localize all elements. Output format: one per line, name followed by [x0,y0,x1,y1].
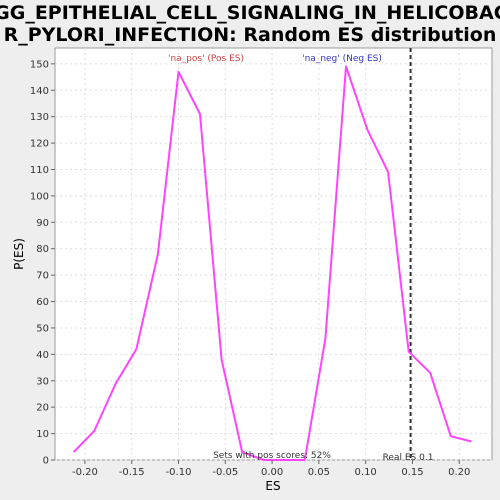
chart-title-line-2: R_PYLORI_INFECTION: Random ES distributi… [4,24,497,46]
x-tick-label: 0.10 [355,467,377,478]
axes: 0 10 20 30 40 50 60 70 80 90 100 110 120 130 140 150 -0.… [30,59,470,478]
sets-pos-scores-label: Sets with pos scores: 52% [213,451,331,461]
pos-es-label: 'na_pos' (Pos ES) [168,54,244,64]
real-es-label: Real ES 0.1 [383,453,434,463]
y-tick-label: 150 [30,59,49,70]
x-tick-label: -0.05 [212,467,238,478]
x-tick-label: 0.20 [448,467,470,478]
x-tick-label: -0.15 [119,467,145,478]
x-tick-label: 0.05 [308,467,330,478]
x-tick-label: -0.10 [166,467,192,478]
x-tick-label: 0.15 [401,467,423,478]
y-tick-label: 80 [36,244,49,255]
x-tick-label: -0.20 [72,467,98,478]
y-tick-label: 20 [36,403,49,414]
chart-title-line-1: KEGG_EPITHELIAL_CELL_SIGNALING_IN_HELICO… [0,2,500,24]
y-tick-label: 60 [36,297,49,308]
y-tick-label: 130 [30,112,49,123]
y-tick-label: 30 [36,376,49,387]
x-axis-label: ES [265,479,280,493]
y-tick-label: 100 [30,191,49,202]
y-tick-label: 0 [43,456,49,467]
x-tick-label: 0.00 [261,467,283,478]
y-tick-label: 70 [36,271,49,282]
y-tick-label: 90 [36,218,49,229]
y-tick-label: 140 [30,86,49,97]
y-tick-label: 110 [30,165,49,176]
grid [55,48,492,461]
y-axis-label: P(ES) [12,238,26,270]
plot-area [54,47,493,461]
neg-es-label: 'na_neg' (Neg ES) [302,54,382,64]
y-tick-label: 120 [30,139,49,150]
series-layer [72,65,472,461]
series-line [72,65,472,461]
y-tick-label: 50 [36,323,49,334]
y-tick-label: 40 [36,350,49,361]
y-tick-label: 10 [36,429,49,440]
